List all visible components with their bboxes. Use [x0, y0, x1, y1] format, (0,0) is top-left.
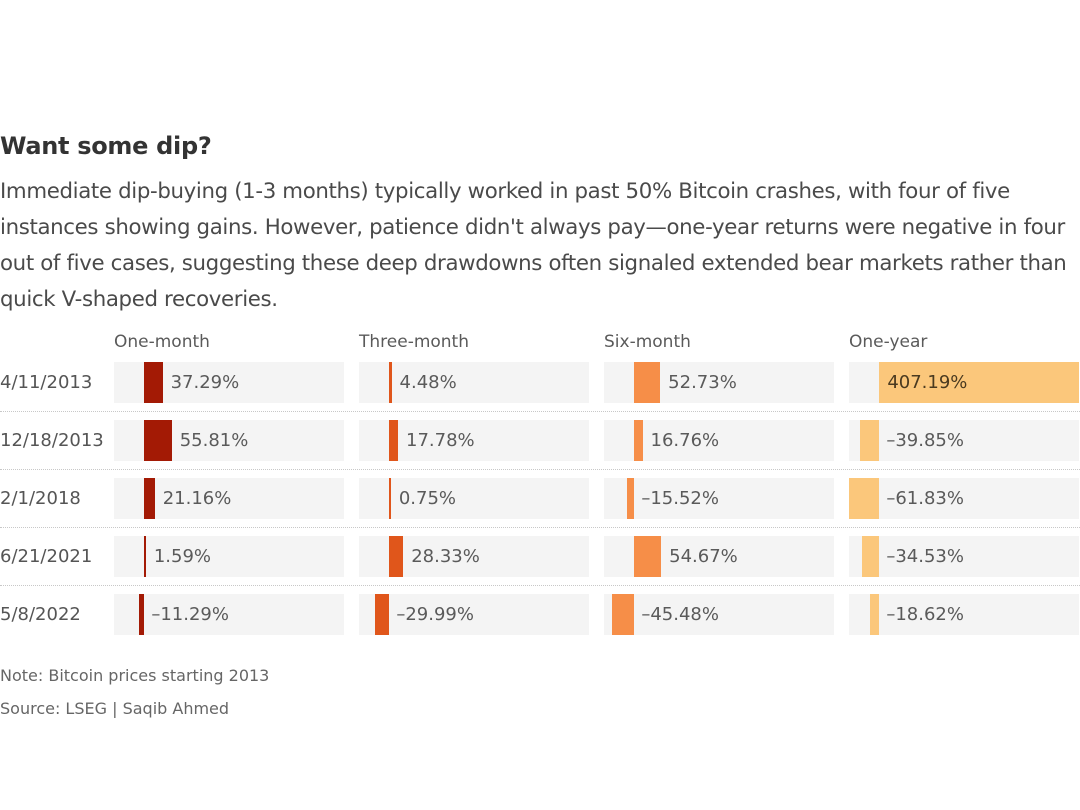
data-label: –15.52% — [641, 488, 719, 509]
bar-track: 407.19% — [849, 362, 1079, 403]
data-label: 1.59% — [153, 546, 211, 567]
data-label: –61.83% — [886, 488, 964, 509]
bar — [634, 536, 662, 577]
bar-track: 16.76% — [604, 420, 834, 461]
bar — [859, 420, 880, 461]
bar — [849, 478, 880, 519]
data-label: –34.53% — [886, 546, 964, 567]
bar-track: 28.33% — [359, 536, 589, 577]
data-label: –39.85% — [886, 430, 964, 451]
row-separator — [0, 527, 1080, 528]
bar — [862, 536, 880, 577]
bar — [634, 420, 643, 461]
bar-track: –45.48% — [604, 594, 834, 635]
bar-track: –29.99% — [359, 594, 589, 635]
bar — [144, 478, 155, 519]
bar — [389, 478, 391, 519]
row-label: 6/21/2021 — [0, 546, 93, 567]
column-header: One-year — [849, 332, 928, 352]
bar — [144, 536, 146, 577]
bar-track: –61.83% — [849, 478, 1079, 519]
data-label: –29.99% — [396, 604, 474, 625]
bar-track: –15.52% — [604, 478, 834, 519]
data-label: –45.48% — [641, 604, 719, 625]
data-label: 37.29% — [170, 372, 240, 393]
footer-source: Source: LSEG | Saqib Ahmed — [0, 699, 230, 718]
data-label: 28.33% — [411, 546, 480, 567]
data-label: –11.29% — [151, 604, 229, 625]
chart-title: Want some dip? — [0, 132, 212, 160]
data-label: 54.67% — [669, 546, 738, 567]
bar-track: 52.73% — [604, 362, 834, 403]
bar-track: 55.81% — [114, 420, 344, 461]
data-label: 17.78% — [406, 430, 475, 451]
footer-note: Note: Bitcoin prices starting 2013 — [0, 666, 270, 685]
bar-track: –34.53% — [849, 536, 1079, 577]
bar-track: –39.85% — [849, 420, 1079, 461]
data-label: 21.16% — [162, 488, 232, 509]
data-label: 52.73% — [668, 372, 737, 393]
bar — [626, 478, 635, 519]
column-header: Three-month — [359, 332, 470, 352]
data-label: 4.48% — [399, 372, 457, 393]
bar — [389, 420, 399, 461]
data-label: 55.81% — [179, 430, 249, 451]
bar-track: 0.75% — [359, 478, 589, 519]
data-label: 407.19% — [887, 372, 968, 393]
bar-track: 54.67% — [604, 536, 834, 577]
data-label: 16.76% — [650, 430, 720, 451]
bar — [144, 420, 172, 461]
row-label: 12/18/2013 — [0, 430, 104, 451]
bar-track: 4.48% — [359, 362, 589, 403]
bar-track: 21.16% — [114, 478, 344, 519]
row-separator — [0, 469, 1080, 470]
bar-track: –11.29% — [114, 594, 344, 635]
bar — [634, 362, 661, 403]
chart-subtitle: Immediate dip-buying (1-3 months) typica… — [0, 179, 1067, 312]
bar — [389, 362, 392, 403]
row-separator — [0, 585, 1080, 586]
bar-track: –18.62% — [849, 594, 1079, 635]
bar — [389, 536, 404, 577]
column-header: One-month — [114, 332, 210, 352]
row-label: 2/1/2018 — [0, 488, 81, 509]
bar-track: 1.59% — [114, 536, 344, 577]
data-label: 0.75% — [398, 488, 456, 509]
bar — [612, 594, 635, 635]
row-separator — [0, 411, 1080, 412]
row-label: 5/8/2022 — [0, 604, 81, 625]
bar-track: 17.78% — [359, 420, 589, 461]
bar — [144, 362, 163, 403]
row-label: 4/11/2013 — [0, 372, 93, 393]
bar — [879, 362, 1079, 403]
bar — [138, 594, 145, 635]
column-header: Six-month — [604, 332, 691, 352]
bar-track: 37.29% — [114, 362, 344, 403]
bar — [374, 594, 390, 635]
bar — [870, 594, 880, 635]
data-label: –18.62% — [886, 604, 964, 625]
